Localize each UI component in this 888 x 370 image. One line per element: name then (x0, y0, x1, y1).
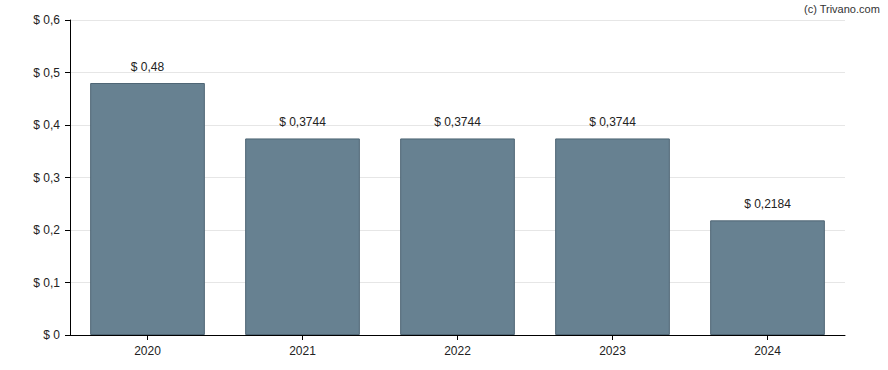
svg-text:$ 0,3744: $ 0,3744 (279, 115, 326, 129)
svg-text:2024: 2024 (754, 344, 781, 358)
svg-text:$ 0,6: $ 0,6 (33, 13, 60, 27)
svg-text:(c) Trivano.com: (c) Trivano.com (804, 3, 880, 15)
svg-text:$ 0,3744: $ 0,3744 (434, 115, 481, 129)
svg-text:$ 0,4: $ 0,4 (33, 118, 60, 132)
svg-text:$ 0,1: $ 0,1 (33, 276, 60, 290)
svg-text:2021: 2021 (289, 344, 316, 358)
svg-text:$ 0,2184: $ 0,2184 (744, 197, 791, 211)
svg-text:$ 0,48: $ 0,48 (131, 60, 165, 74)
svg-text:$ 0: $ 0 (43, 328, 60, 342)
svg-text:2022: 2022 (444, 344, 471, 358)
svg-text:$ 0,5: $ 0,5 (33, 66, 60, 80)
svg-text:2020: 2020 (134, 344, 161, 358)
svg-text:$ 0,3744: $ 0,3744 (589, 115, 636, 129)
svg-text:$ 0,3: $ 0,3 (33, 171, 60, 185)
svg-text:$ 0,2: $ 0,2 (33, 223, 60, 237)
svg-text:2023: 2023 (599, 344, 626, 358)
